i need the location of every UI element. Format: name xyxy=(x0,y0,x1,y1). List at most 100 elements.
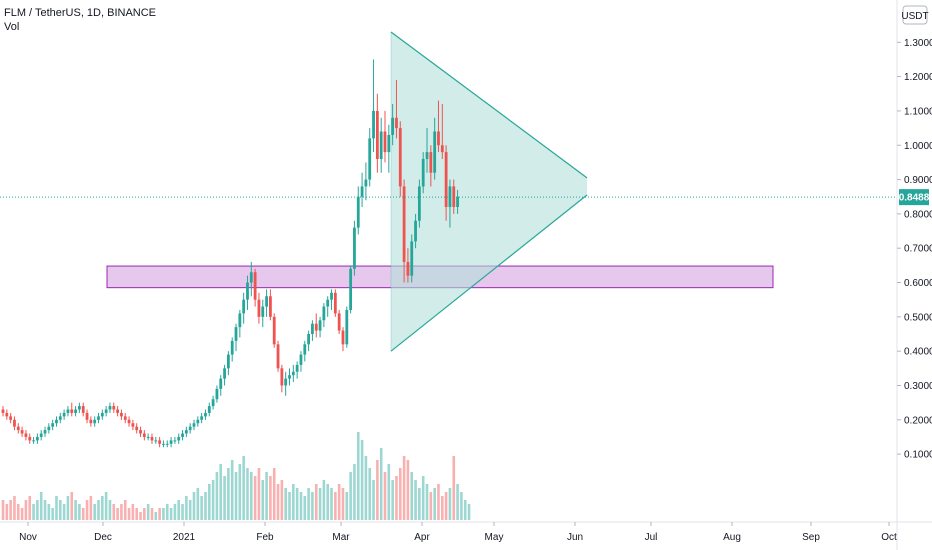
candle xyxy=(249,261,253,297)
volume-bar xyxy=(253,476,257,520)
candle-body xyxy=(207,406,211,413)
candle-body xyxy=(162,443,165,445)
candle xyxy=(39,430,43,441)
volume-bar xyxy=(467,504,471,520)
volume-bar xyxy=(24,500,28,520)
volume-bar xyxy=(261,480,265,520)
time-tick-label: Nov xyxy=(19,532,37,543)
volume-bar xyxy=(376,460,379,520)
volume-bar xyxy=(387,464,391,520)
candle xyxy=(58,412,62,424)
price-axis[interactable]: USDT 1.3000 1.2000 1.1000 1.0000 0.9000 0.8000… xyxy=(897,5,932,461)
candle-body xyxy=(24,433,28,437)
candle-body xyxy=(417,186,421,221)
volume-label[interactable]: Vol xyxy=(4,21,20,33)
price-tick-label: 0.5000 xyxy=(904,312,932,323)
candle-body xyxy=(353,227,356,269)
candle-body xyxy=(299,354,303,365)
volume-bar xyxy=(219,464,223,520)
candle-body xyxy=(66,409,70,413)
candle-body xyxy=(276,344,280,369)
volume-bar xyxy=(97,500,100,520)
volume-bar xyxy=(227,468,230,520)
candle-body xyxy=(85,412,89,420)
time-tick-label: Apr xyxy=(414,532,430,543)
candle-body xyxy=(181,433,184,437)
candle xyxy=(35,433,39,444)
time-axis[interactable]: Nov Dec 2021 Feb Mar Apr May Jun Jul Aug Sep Oct xyxy=(19,522,897,543)
volume-bar xyxy=(89,496,93,520)
candle-body xyxy=(364,179,368,187)
candle-body xyxy=(78,406,81,410)
candle-body xyxy=(253,272,257,300)
volume-bar xyxy=(13,496,16,520)
volume-bar xyxy=(20,508,24,520)
candle xyxy=(265,289,268,317)
volume-bar xyxy=(406,460,410,520)
candle xyxy=(81,402,85,417)
volume-bar xyxy=(360,440,364,520)
volume-bar xyxy=(276,484,280,520)
candle xyxy=(238,309,242,338)
volume-bar xyxy=(307,488,310,520)
candle xyxy=(74,406,77,417)
candle-body xyxy=(291,371,295,376)
volume-bar xyxy=(414,480,417,520)
candle xyxy=(353,220,356,276)
volume-bar xyxy=(238,464,242,520)
candle xyxy=(192,419,196,431)
candle xyxy=(123,412,127,424)
candle-body xyxy=(135,426,139,431)
candle xyxy=(280,364,284,393)
candle xyxy=(330,289,333,310)
volume-bar xyxy=(288,492,291,520)
volume-bar xyxy=(185,496,188,520)
volume-bar xyxy=(349,472,352,520)
candle xyxy=(93,416,97,427)
candle-body xyxy=(444,152,448,208)
candle-body xyxy=(311,323,314,334)
current-price-line-layer: 0.8488 xyxy=(0,189,930,206)
chart-header: FLM / TetherUS, 1D, BINANCE Vol xyxy=(4,6,156,34)
volume-bar xyxy=(55,496,58,520)
candle xyxy=(9,412,13,424)
candle-body xyxy=(421,158,425,187)
candle-body xyxy=(70,409,74,413)
candle xyxy=(127,416,131,427)
time-tick-label: Jun xyxy=(567,532,583,543)
candle-body xyxy=(242,299,246,314)
volume-bar xyxy=(85,500,89,520)
volume-bar xyxy=(211,480,215,520)
candle xyxy=(150,433,154,444)
candle xyxy=(391,104,395,146)
candle-body xyxy=(184,430,188,434)
candle xyxy=(341,327,345,352)
candle xyxy=(112,402,116,413)
candle xyxy=(299,351,303,372)
candle xyxy=(66,406,70,417)
candle xyxy=(395,80,398,139)
triangle-pattern-layer xyxy=(390,31,588,352)
candle xyxy=(20,426,24,437)
candle-body xyxy=(204,412,207,417)
candle xyxy=(169,436,173,448)
candle xyxy=(444,145,448,221)
volume-bar xyxy=(47,504,51,520)
candle xyxy=(230,337,234,362)
volume-bar xyxy=(353,464,356,520)
candle-body xyxy=(448,186,452,208)
candle xyxy=(146,433,150,441)
candle-body xyxy=(295,364,299,372)
candle-body xyxy=(58,416,62,420)
volume-bar xyxy=(460,492,463,520)
candle-body xyxy=(47,426,51,431)
candle-body xyxy=(402,186,406,262)
candle-body xyxy=(16,426,20,431)
candle xyxy=(97,412,100,424)
candle-body xyxy=(230,340,234,355)
time-tick-label: Jul xyxy=(645,532,658,543)
symbol-title[interactable]: FLM / TetherUS, 1D, BINANCE xyxy=(4,7,157,19)
candle xyxy=(28,433,32,444)
candle xyxy=(345,306,349,348)
